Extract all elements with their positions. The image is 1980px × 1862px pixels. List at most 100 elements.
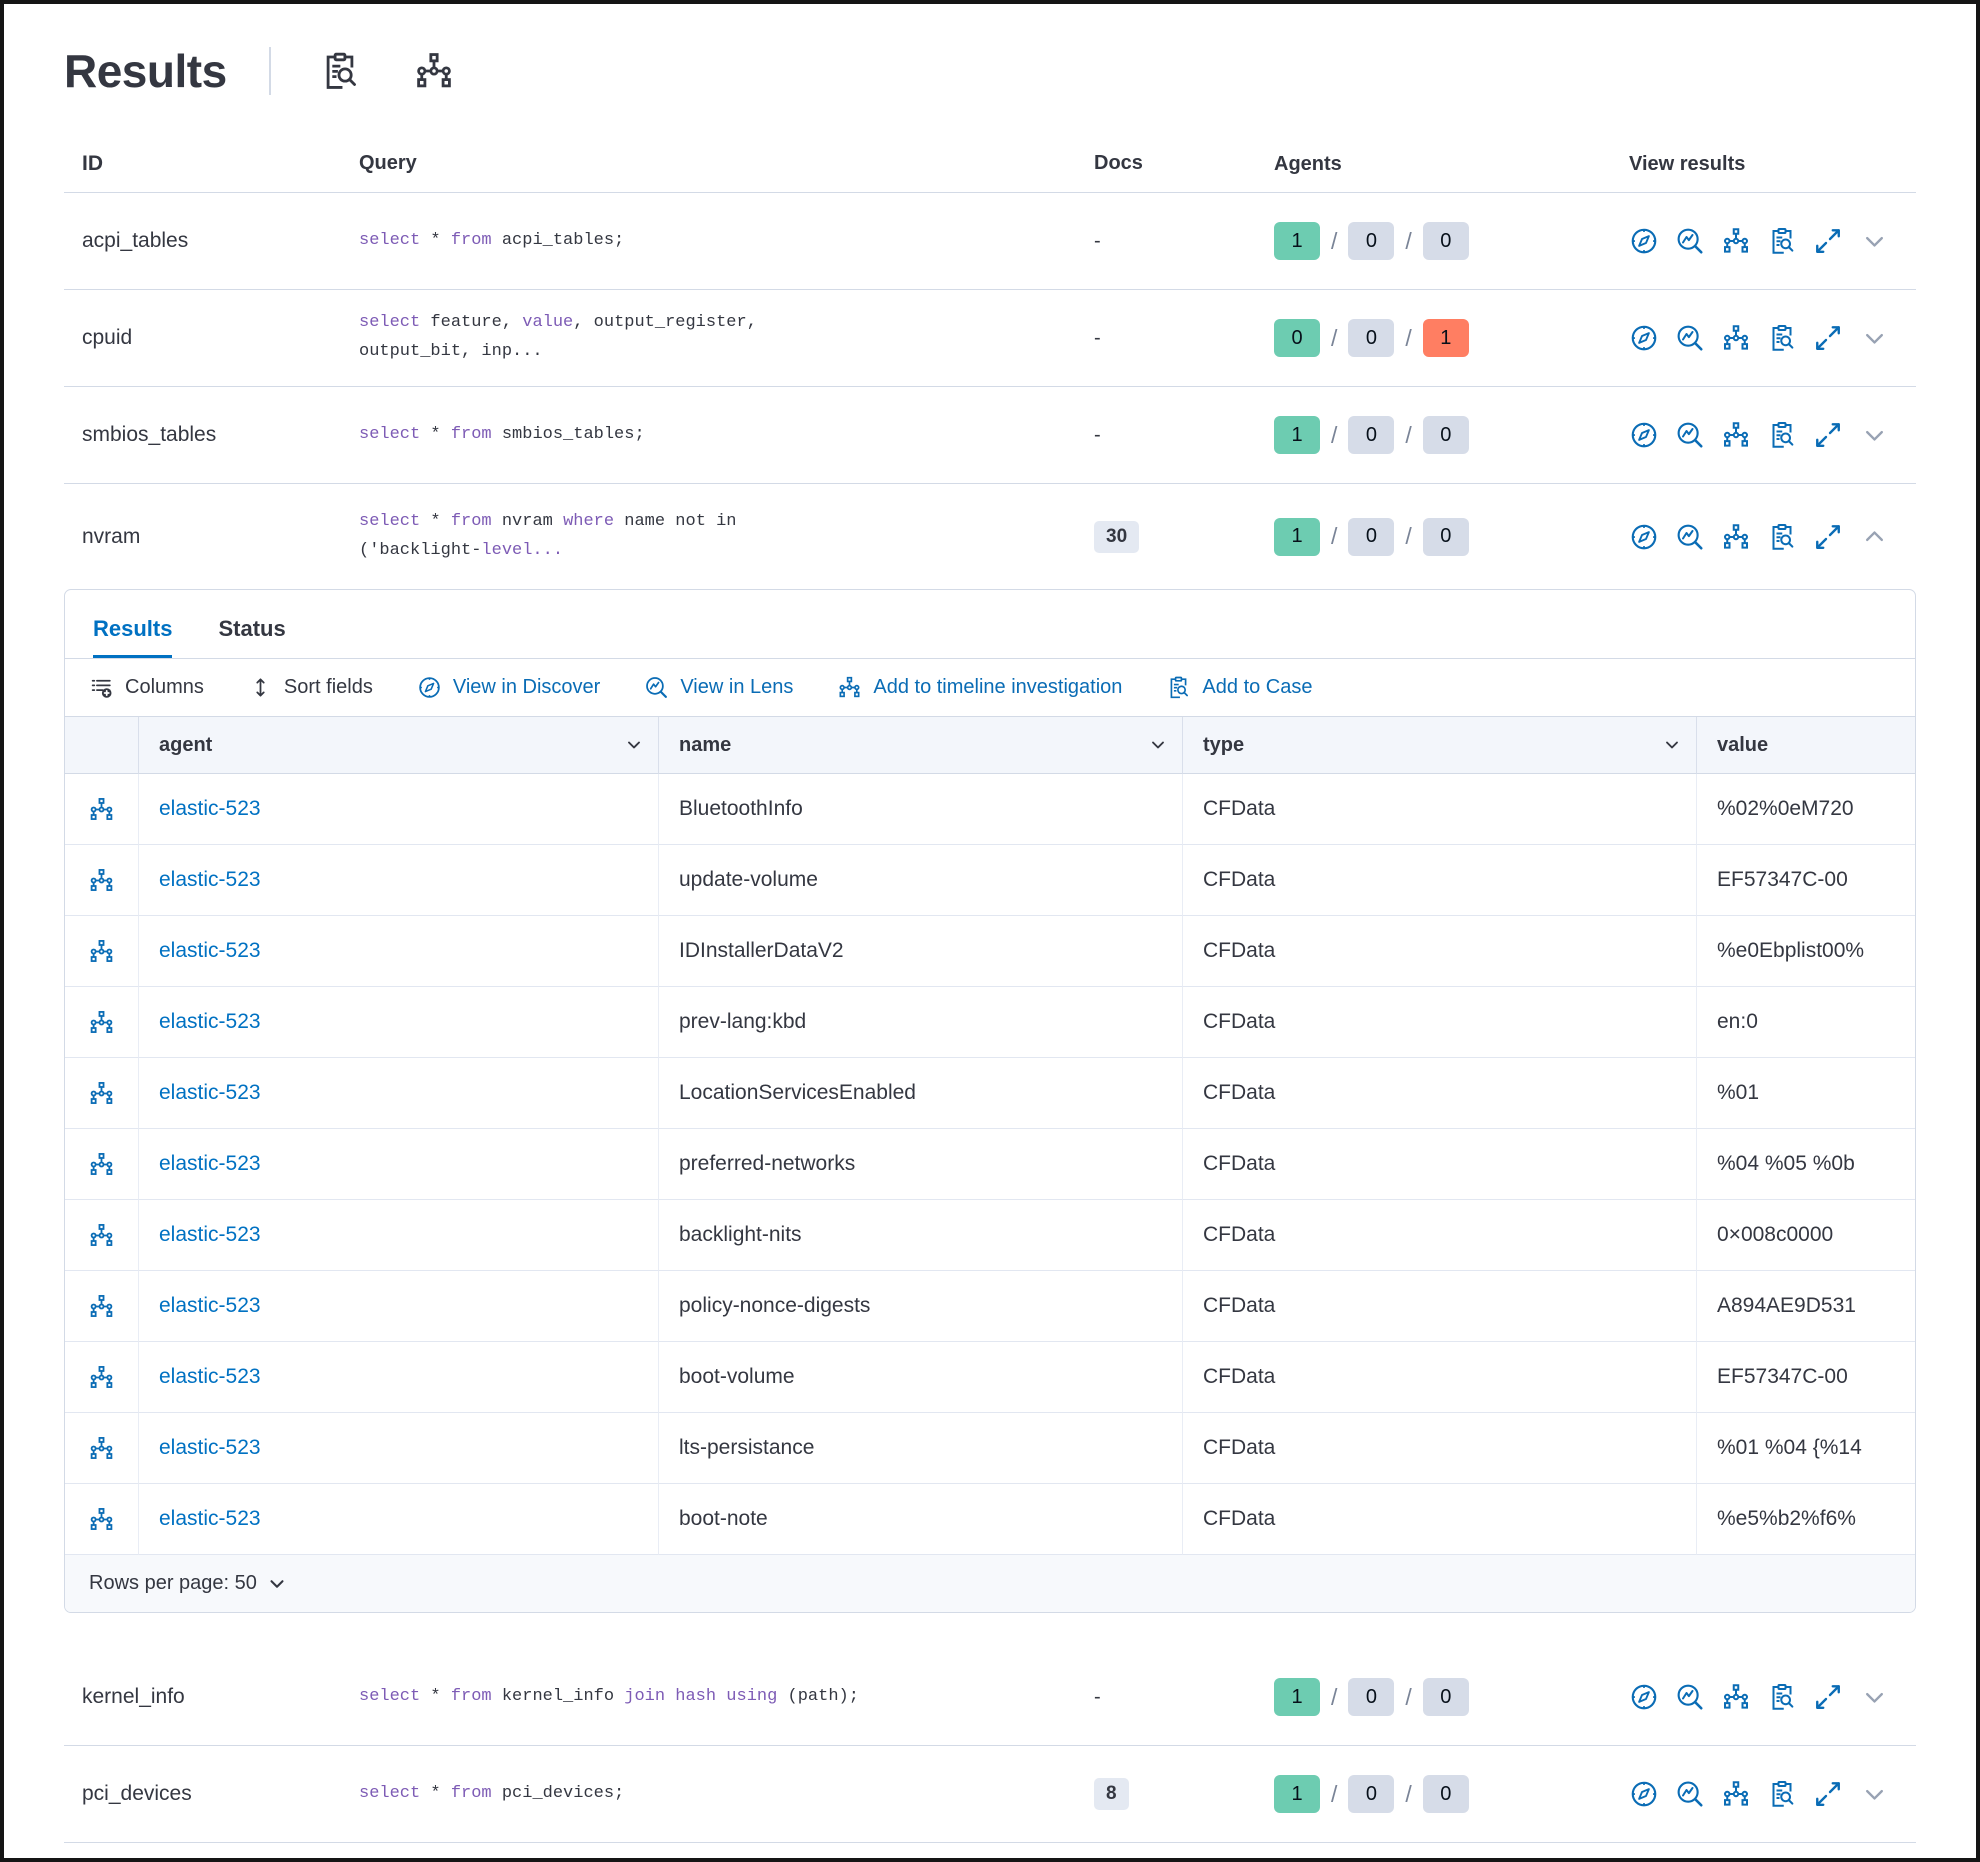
view-in-lens-button[interactable]: View in Lens bbox=[644, 675, 793, 700]
view-in-discover-icon[interactable] bbox=[1629, 1682, 1659, 1712]
timeline-icon bbox=[837, 675, 862, 700]
agent-link[interactable]: elastic-523 bbox=[159, 797, 261, 820]
add-to-timeline-button[interactable]: Add to timeline investigation bbox=[837, 675, 1122, 700]
agent-link[interactable]: elastic-523 bbox=[159, 1081, 261, 1104]
lens-icon bbox=[644, 675, 669, 700]
agents-status: 1/0/0 bbox=[1274, 1775, 1629, 1813]
add-to-case-icon[interactable] bbox=[1767, 1779, 1797, 1809]
add-to-timeline-icon[interactable] bbox=[1721, 226, 1751, 256]
view-in-lens-icon[interactable] bbox=[1675, 522, 1705, 552]
expand-results-icon[interactable] bbox=[1813, 226, 1843, 256]
query-sql: select * from nvram where name not in ('… bbox=[359, 511, 737, 560]
grid-header-agent[interactable]: agent bbox=[139, 717, 659, 774]
add-to-timeline-icon[interactable] bbox=[88, 1293, 115, 1320]
tab-results[interactable]: Results bbox=[93, 616, 172, 658]
view-in-lens-icon[interactable] bbox=[1675, 323, 1705, 353]
docs-count: - bbox=[1094, 326, 1101, 349]
sort-icon bbox=[248, 675, 273, 700]
add-to-timeline-icon[interactable] bbox=[1721, 420, 1751, 450]
expand-row-icon[interactable] bbox=[1861, 422, 1888, 449]
sort-fields-button[interactable]: Sort fields bbox=[248, 675, 373, 700]
grid-header-name[interactable]: name bbox=[659, 717, 1183, 774]
chevron-down-icon bbox=[1148, 735, 1168, 755]
agent-count-badge: 0 bbox=[1348, 517, 1395, 556]
expand-results-icon[interactable] bbox=[1813, 522, 1843, 552]
results-toolbar: Columns Sort fields View in Discover View i… bbox=[65, 659, 1915, 716]
view-in-discover-button[interactable]: View in Discover bbox=[417, 675, 600, 700]
grid-cell-name: lts-persistance bbox=[659, 1413, 1183, 1484]
view-in-lens-icon[interactable] bbox=[1675, 1682, 1705, 1712]
rows-per-page[interactable]: Rows per page: 50 bbox=[65, 1555, 1915, 1612]
agent-link[interactable]: elastic-523 bbox=[159, 1507, 261, 1530]
view-in-discover-icon[interactable] bbox=[1629, 420, 1659, 450]
timeline-icon[interactable] bbox=[413, 50, 455, 92]
add-to-case-icon[interactable] bbox=[1767, 226, 1797, 256]
view-in-lens-icon[interactable] bbox=[1675, 420, 1705, 450]
query-cell: select * from acpi_tables; bbox=[359, 227, 1094, 256]
expand-results-icon[interactable] bbox=[1813, 420, 1843, 450]
add-to-timeline-icon[interactable] bbox=[88, 1435, 115, 1462]
add-to-case-icon[interactable] bbox=[1767, 522, 1797, 552]
grid-row-icon-cell bbox=[65, 1342, 139, 1413]
grid-header-value[interactable]: value bbox=[1697, 717, 1915, 774]
add-to-timeline-icon[interactable] bbox=[1721, 522, 1751, 552]
grid-cell-name: prev-lang:kbd bbox=[659, 987, 1183, 1058]
add-to-case-icon[interactable] bbox=[1767, 1682, 1797, 1712]
add-to-timeline-icon[interactable] bbox=[88, 796, 115, 823]
agent-link[interactable]: elastic-523 bbox=[159, 1010, 261, 1033]
add-to-timeline-icon[interactable] bbox=[88, 867, 115, 894]
expand-row-icon[interactable] bbox=[1861, 325, 1888, 352]
columns-button[interactable]: Columns bbox=[89, 675, 204, 700]
grid-cell-value: %04 %05 %0b bbox=[1697, 1129, 1915, 1200]
add-to-case-icon[interactable] bbox=[1767, 420, 1797, 450]
add-to-timeline-icon[interactable] bbox=[88, 1080, 115, 1107]
grid-header-type[interactable]: type bbox=[1183, 717, 1697, 774]
agent-link[interactable]: elastic-523 bbox=[159, 1152, 261, 1175]
view-in-discover-icon[interactable] bbox=[1629, 522, 1659, 552]
query-id: acpi_tables bbox=[82, 229, 189, 252]
agent-link[interactable]: elastic-523 bbox=[159, 1365, 261, 1388]
expand-results-icon[interactable] bbox=[1813, 1682, 1843, 1712]
agent-link[interactable]: elastic-523 bbox=[159, 1223, 261, 1246]
add-to-timeline-icon[interactable] bbox=[88, 1506, 115, 1533]
tab-status[interactable]: Status bbox=[218, 616, 286, 641]
view-in-lens-icon[interactable] bbox=[1675, 1779, 1705, 1809]
grid-cell-type: CFData bbox=[1183, 1271, 1697, 1342]
expand-results-icon[interactable] bbox=[1813, 323, 1843, 353]
expand-row-icon[interactable] bbox=[1861, 1684, 1888, 1711]
grid-row-icon-cell bbox=[65, 987, 139, 1058]
view-in-lens-icon[interactable] bbox=[1675, 226, 1705, 256]
add-to-timeline-icon[interactable] bbox=[88, 938, 115, 965]
inspect-query-icon[interactable] bbox=[319, 50, 361, 92]
add-to-timeline-icon[interactable] bbox=[88, 1222, 115, 1249]
add-to-timeline-icon[interactable] bbox=[1721, 323, 1751, 353]
view-in-discover-icon[interactable] bbox=[1629, 1779, 1659, 1809]
agent-link[interactable]: elastic-523 bbox=[159, 1294, 261, 1317]
grid-cell-type: CFData bbox=[1183, 1342, 1697, 1413]
add-to-timeline-icon[interactable] bbox=[88, 1151, 115, 1178]
agent-count-badge: 0 bbox=[1274, 319, 1320, 357]
agent-link[interactable]: elastic-523 bbox=[159, 868, 261, 891]
add-to-timeline-icon[interactable] bbox=[1721, 1779, 1751, 1809]
collapse-row-icon[interactable] bbox=[1861, 523, 1888, 550]
agent-link[interactable]: elastic-523 bbox=[159, 939, 261, 962]
expand-row-icon[interactable] bbox=[1861, 228, 1888, 255]
query-row: cpuid select feature, value, output_regi… bbox=[64, 290, 1916, 387]
add-to-timeline-icon[interactable] bbox=[1721, 1682, 1751, 1712]
agent-count-badge: 0 bbox=[1348, 416, 1395, 454]
query-sql: select * from smbios_tables; bbox=[359, 424, 645, 444]
view-in-discover-icon[interactable] bbox=[1629, 323, 1659, 353]
grid-cell-agent: elastic-523 bbox=[139, 987, 659, 1058]
agent-link[interactable]: elastic-523 bbox=[159, 1436, 261, 1459]
expand-row-icon[interactable] bbox=[1861, 1781, 1888, 1808]
view-results-actions bbox=[1629, 226, 1898, 256]
add-to-timeline-icon[interactable] bbox=[88, 1009, 115, 1036]
expand-results-icon[interactable] bbox=[1813, 1779, 1843, 1809]
grid-cell-type: CFData bbox=[1183, 916, 1697, 987]
docs-count: 8 bbox=[1094, 1778, 1274, 1810]
add-to-timeline-icon[interactable] bbox=[88, 1364, 115, 1391]
add-to-case-icon[interactable] bbox=[1767, 323, 1797, 353]
view-in-discover-icon[interactable] bbox=[1629, 226, 1659, 256]
docs-count: - bbox=[1094, 229, 1101, 252]
add-to-case-button[interactable]: Add to Case bbox=[1166, 675, 1313, 700]
